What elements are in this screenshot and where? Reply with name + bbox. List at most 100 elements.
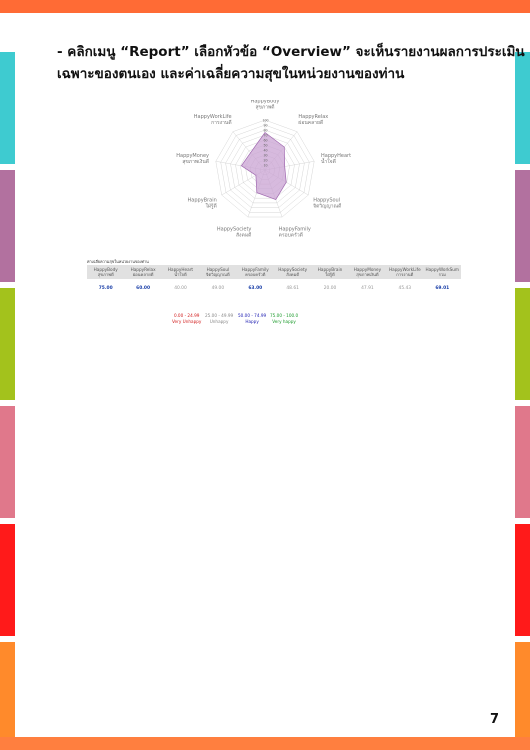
legend-label: Unhappy: [209, 318, 229, 324]
legend-range: 50.00 - 74.99: [238, 313, 267, 318]
radar-axis-label-th: จิตวิญญาณดี: [313, 203, 341, 210]
radar-tick-label: 90: [263, 123, 267, 127]
legend-item: 50.00 - 74.99 Happy: [238, 313, 266, 324]
table-cell-score: 45.43: [398, 285, 412, 291]
instruction-line-1: - คลิกเมนู “Report” เลือกหัวข้อ “Overvie…: [57, 44, 525, 60]
instruction-heading: - คลิกเมนู “Report” เลือกหัวข้อ “Overvie…: [57, 41, 525, 85]
legend-item: 75.00 - 100.0 Very happy: [270, 313, 298, 324]
table-header-cell: HappyHeart น้ำใจดี: [161, 265, 200, 279]
radar-grid-ring: [235, 139, 295, 199]
table-header-cell: HappyBody สุขภาพดี: [87, 265, 125, 279]
radar-axis-label-th: ครอบครัวดี: [279, 232, 303, 239]
radar-tick-label: 80: [263, 128, 267, 132]
table-header-cell: HappyFamily ครอบครัวดี: [236, 265, 274, 279]
radar-tick-label: 100: [262, 118, 268, 122]
header-label-th: ผ่อนคลายดี: [132, 272, 154, 277]
stripe-right-5: [515, 524, 530, 636]
radar-tick-label: 20: [263, 158, 267, 162]
table-header-cell: HappyRelax ผ่อนคลายดี: [124, 265, 162, 279]
radar-axis-label-th: การงานดี: [211, 119, 231, 126]
header-label-en: HappySociety: [278, 267, 308, 272]
radar-axis-label-th: สุขภาพเงินดี: [182, 158, 209, 165]
table-cell-score: 20.00: [323, 285, 337, 291]
header-label-th: สุขภาพดี: [97, 272, 114, 277]
radar-axis-label-en: HappyRelax: [298, 114, 328, 120]
radar-grid-ring: [230, 134, 300, 204]
table-cell-score: 47.91: [361, 285, 374, 291]
header-label-en: HappyWorkSum: [425, 267, 460, 272]
radar-axis-label-en: HappyHeart: [321, 153, 351, 159]
radar-tick-label: 40: [263, 148, 267, 152]
radar-axis-label-en: HappyBrain: [188, 198, 217, 204]
stripe-left-2: [0, 170, 15, 282]
radar-axis-label-th: ใฝ่รู้ดี: [205, 203, 216, 210]
legend-range: 0.00 - 24.99: [173, 313, 200, 318]
radar-axis-label-en: HappyWorkLife: [194, 114, 232, 120]
radar-data-area: [240, 132, 287, 201]
radar-tick-label: 70: [263, 133, 267, 137]
score-table: HappyBody สุขภาพดี HappyRelax ผ่อนคลายดี Hap…: [87, 265, 461, 297]
radar-grid-ring: [220, 124, 310, 213]
table-header-cell: HappySoul จิตวิญญาณดี: [199, 265, 237, 279]
table-header-row: HappyBody สุขภาพดี HappyRelax ผ่อนคลายดี Hap…: [87, 265, 461, 279]
stripe-left-1: [0, 52, 15, 164]
legend-item: 25.00 - 49.99 Unhappy: [205, 313, 233, 324]
table-header-cell: HappySociety สังคมดี: [273, 265, 312, 279]
stripe-right-2: [515, 170, 530, 282]
table-cell-score: 49.00: [211, 285, 225, 291]
radar-tick-label: 10: [263, 163, 267, 167]
table-cell-score: 63.00: [248, 285, 263, 291]
header-label-th: ใฝ่รู้ดี: [325, 272, 335, 277]
top-border: [0, 0, 530, 13]
header-label-en: HappyRelax: [130, 267, 156, 272]
table-cell-score: 40.00: [174, 285, 187, 291]
stripe-left-4: [0, 406, 15, 518]
page-number: 7: [490, 712, 500, 727]
radar-grid-ring: [215, 119, 315, 218]
header-label-th: จิตวิญญาณดี: [206, 272, 230, 277]
table-row: 75.00 60.00 40.00 49.00 63.00 48.61 20.00 47.91…: [87, 279, 461, 297]
radar-axis-label-en: HappyBody: [251, 100, 280, 105]
header-label-th: รวม: [438, 272, 446, 277]
radar-tick-label: 30: [263, 153, 267, 157]
bottom-border: [0, 737, 530, 750]
radar-axis-label-en: HappyMoney: [176, 153, 209, 159]
table-header-cell: HappyWorkLife การงานดี: [386, 265, 424, 279]
header-label-th: น้ำใจดี: [174, 272, 187, 277]
header-label-en: HappyMoney: [353, 267, 382, 272]
legend-range: 25.00 - 49.99: [205, 313, 234, 318]
header-label-th: สังคมดี: [286, 272, 300, 277]
radar-tick-label: 60: [263, 138, 267, 142]
legend-range: 75.00 - 100.0: [270, 313, 299, 318]
legend-label: Very Unhappy: [172, 318, 202, 324]
table-cell-score: 60.00: [136, 285, 151, 291]
table-caption: ค่าเฉลี่ยความสุขในหน่วยงานของท่าน: [87, 259, 149, 264]
radar-axis-label-en: HappySociety: [217, 227, 252, 233]
stripe-right-4: [515, 406, 530, 518]
header-label-th: สุขภาพเงินดี: [356, 272, 379, 277]
radar-tick-label: 50: [263, 143, 267, 147]
stripe-right-3: [515, 288, 530, 400]
header-label-en: HappyBrain: [317, 267, 343, 272]
table-header-cell: HappyWorkSum รวม: [423, 265, 461, 279]
header-label-th: การงานดี: [396, 272, 414, 277]
radar-axis-label-th: น้ำใจดี: [321, 156, 336, 165]
radar-axis-label-en: HappySoul: [313, 198, 340, 204]
stripe-left-5: [0, 524, 15, 636]
header-label-th: ครอบครัวดี: [245, 272, 266, 277]
radar-axis-label-th: สุขภาพดี: [255, 104, 274, 111]
legend-label: Very happy: [272, 318, 296, 324]
table-header-cell: HappyMoney สุขภาพเงินดี: [348, 265, 387, 279]
stripe-right-1: [515, 52, 530, 164]
header-label-en: HappyWorkLife: [388, 267, 421, 272]
table-cell-score: 69.01: [435, 285, 450, 291]
stripe-left-3: [0, 288, 15, 400]
header-label-en: HappyFamily: [241, 267, 269, 272]
stripe-right-6: [515, 642, 530, 737]
header-label-en: HappySoul: [206, 267, 230, 272]
radar-axis-label-th: สังคมดี: [236, 232, 251, 239]
radar-grid-ring: [225, 129, 305, 208]
radar-axis-label-th: ผ่อนคลายดี: [298, 119, 323, 126]
table-cell-score: 75.00: [98, 285, 113, 291]
